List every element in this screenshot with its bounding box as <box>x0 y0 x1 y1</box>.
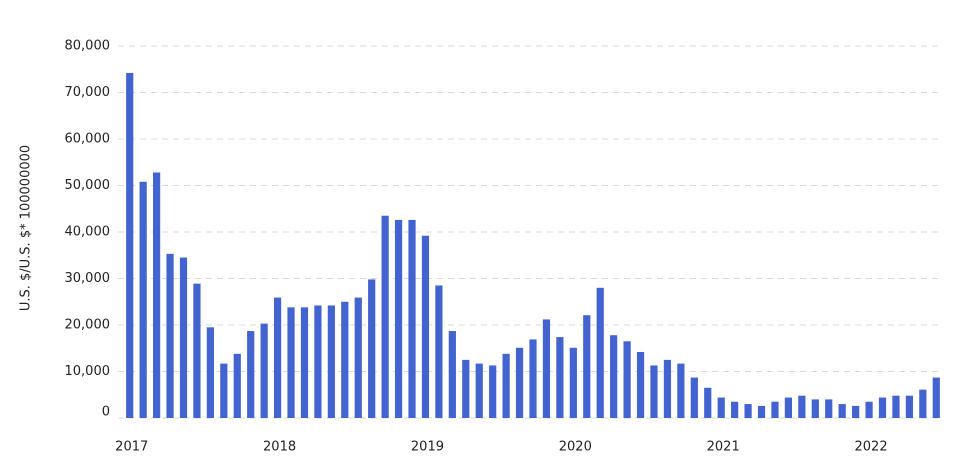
bar <box>757 405 766 418</box>
bar <box>865 401 873 418</box>
bar <box>784 397 793 418</box>
bar <box>394 219 403 418</box>
bar <box>838 404 846 418</box>
y-axis-title: U.S. $/U.S. $* 100000000 <box>19 145 34 311</box>
bar <box>932 377 940 418</box>
bar <box>825 399 833 418</box>
bar <box>126 72 134 418</box>
bar <box>878 397 887 418</box>
bar <box>354 297 362 418</box>
y-tick-label: 0 <box>102 405 110 420</box>
bar <box>179 257 188 418</box>
bar <box>623 341 631 418</box>
bar <box>717 397 725 418</box>
bar <box>771 401 779 418</box>
bar <box>690 377 698 418</box>
bar <box>502 353 510 418</box>
x-tick-label: 2020 <box>559 440 592 455</box>
bar <box>193 283 201 418</box>
bar <box>247 331 255 418</box>
x-tick-label: 2019 <box>411 440 444 455</box>
bar <box>421 235 430 418</box>
bar <box>139 181 147 418</box>
x-tick-label: 2018 <box>263 440 296 455</box>
bar <box>663 359 672 418</box>
bar <box>166 253 174 418</box>
bar <box>206 327 214 418</box>
bar <box>220 363 228 418</box>
bar <box>408 219 416 418</box>
y-tick-label: 40,000 <box>65 225 111 240</box>
bar <box>650 365 658 418</box>
bar <box>381 215 389 418</box>
bar <box>852 405 860 418</box>
bar <box>327 305 335 418</box>
bar <box>798 395 806 418</box>
bar <box>462 359 470 418</box>
y-tick-label: 10,000 <box>65 364 111 379</box>
bar <box>610 335 618 418</box>
y-tick-label: 60,000 <box>65 132 111 147</box>
bar <box>287 307 295 418</box>
bar <box>596 287 604 418</box>
bar <box>744 404 752 418</box>
bar <box>636 351 645 418</box>
bar <box>260 323 268 418</box>
bar <box>435 285 443 418</box>
y-tick-label: 50,000 <box>65 178 111 193</box>
bar <box>515 347 524 418</box>
x-tick-label: 2022 <box>855 440 888 455</box>
bar <box>919 389 927 418</box>
bar <box>905 395 913 418</box>
x-tick-label: 2021 <box>707 440 740 455</box>
y-tick-label: 20,000 <box>65 318 111 333</box>
bar <box>529 339 537 418</box>
bar <box>556 337 564 418</box>
bar <box>314 305 322 418</box>
bar <box>475 363 483 418</box>
bar <box>341 301 349 418</box>
bar <box>233 353 241 418</box>
bar <box>368 279 376 418</box>
bar <box>569 347 577 418</box>
bar <box>153 172 161 418</box>
x-tick-label: 2017 <box>115 440 148 455</box>
bar <box>542 319 551 418</box>
y-tick-label: 30,000 <box>65 271 111 286</box>
bar <box>731 401 739 418</box>
bar <box>489 365 497 418</box>
bar <box>300 307 309 418</box>
bar <box>677 363 685 418</box>
bar <box>273 297 282 418</box>
bar <box>892 395 900 418</box>
bar <box>704 387 712 418</box>
y-tick-label: 70,000 <box>65 85 111 100</box>
bar <box>583 315 591 418</box>
bar <box>448 331 456 418</box>
bar <box>811 399 819 418</box>
y-tick-label: 80,000 <box>65 39 111 54</box>
